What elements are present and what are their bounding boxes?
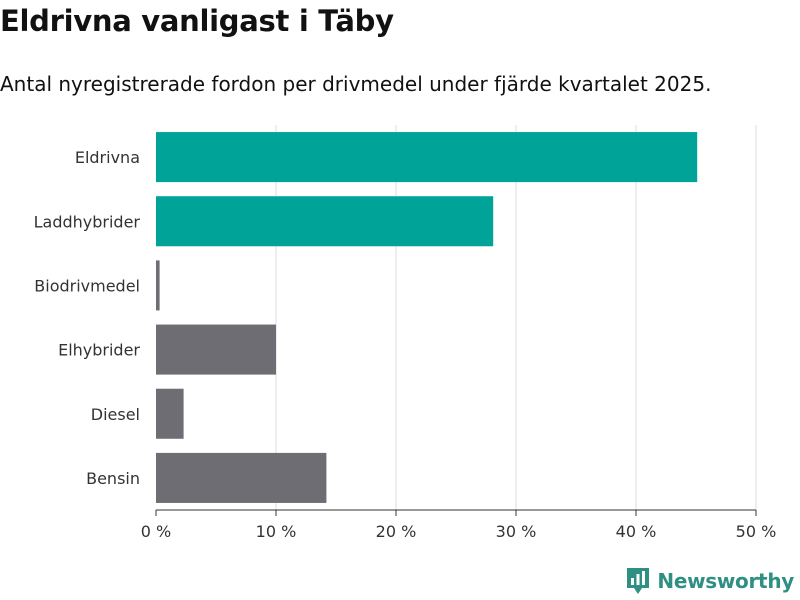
newsworthy-logo: Newsworthy: [625, 566, 794, 596]
x-tick-label: 10 %: [256, 522, 297, 541]
bar-diesel: [156, 388, 184, 439]
chart-subtitle: Antal nyregistrerade fordon per drivmede…: [0, 72, 712, 96]
logo-text: Newsworthy: [657, 569, 794, 593]
category-label: Eldrivna: [75, 148, 140, 167]
category-label: Biodrivmedel: [34, 276, 140, 295]
x-tick-label: 30 %: [496, 522, 537, 541]
bar-biodrivmedel: [156, 260, 160, 311]
x-tick-label: 40 %: [616, 522, 657, 541]
category-label: Diesel: [91, 405, 140, 424]
bar-elhybrider: [156, 324, 276, 375]
bar-eldrivna: [156, 132, 698, 183]
newsworthy-chart-icon: [627, 568, 650, 594]
chart-title: Eldrivna vanligast i Täby: [0, 4, 394, 38]
x-tick-label: 0 %: [141, 522, 171, 541]
x-tick-label: 50 %: [736, 522, 777, 541]
category-label: Bensin: [86, 469, 140, 488]
category-label: Laddhybrider: [34, 212, 141, 231]
bar-bensin: [156, 452, 327, 503]
category-label: Elhybrider: [58, 341, 140, 360]
x-tick-label: 20 %: [376, 522, 417, 541]
bar-laddhybrider: [156, 196, 494, 247]
